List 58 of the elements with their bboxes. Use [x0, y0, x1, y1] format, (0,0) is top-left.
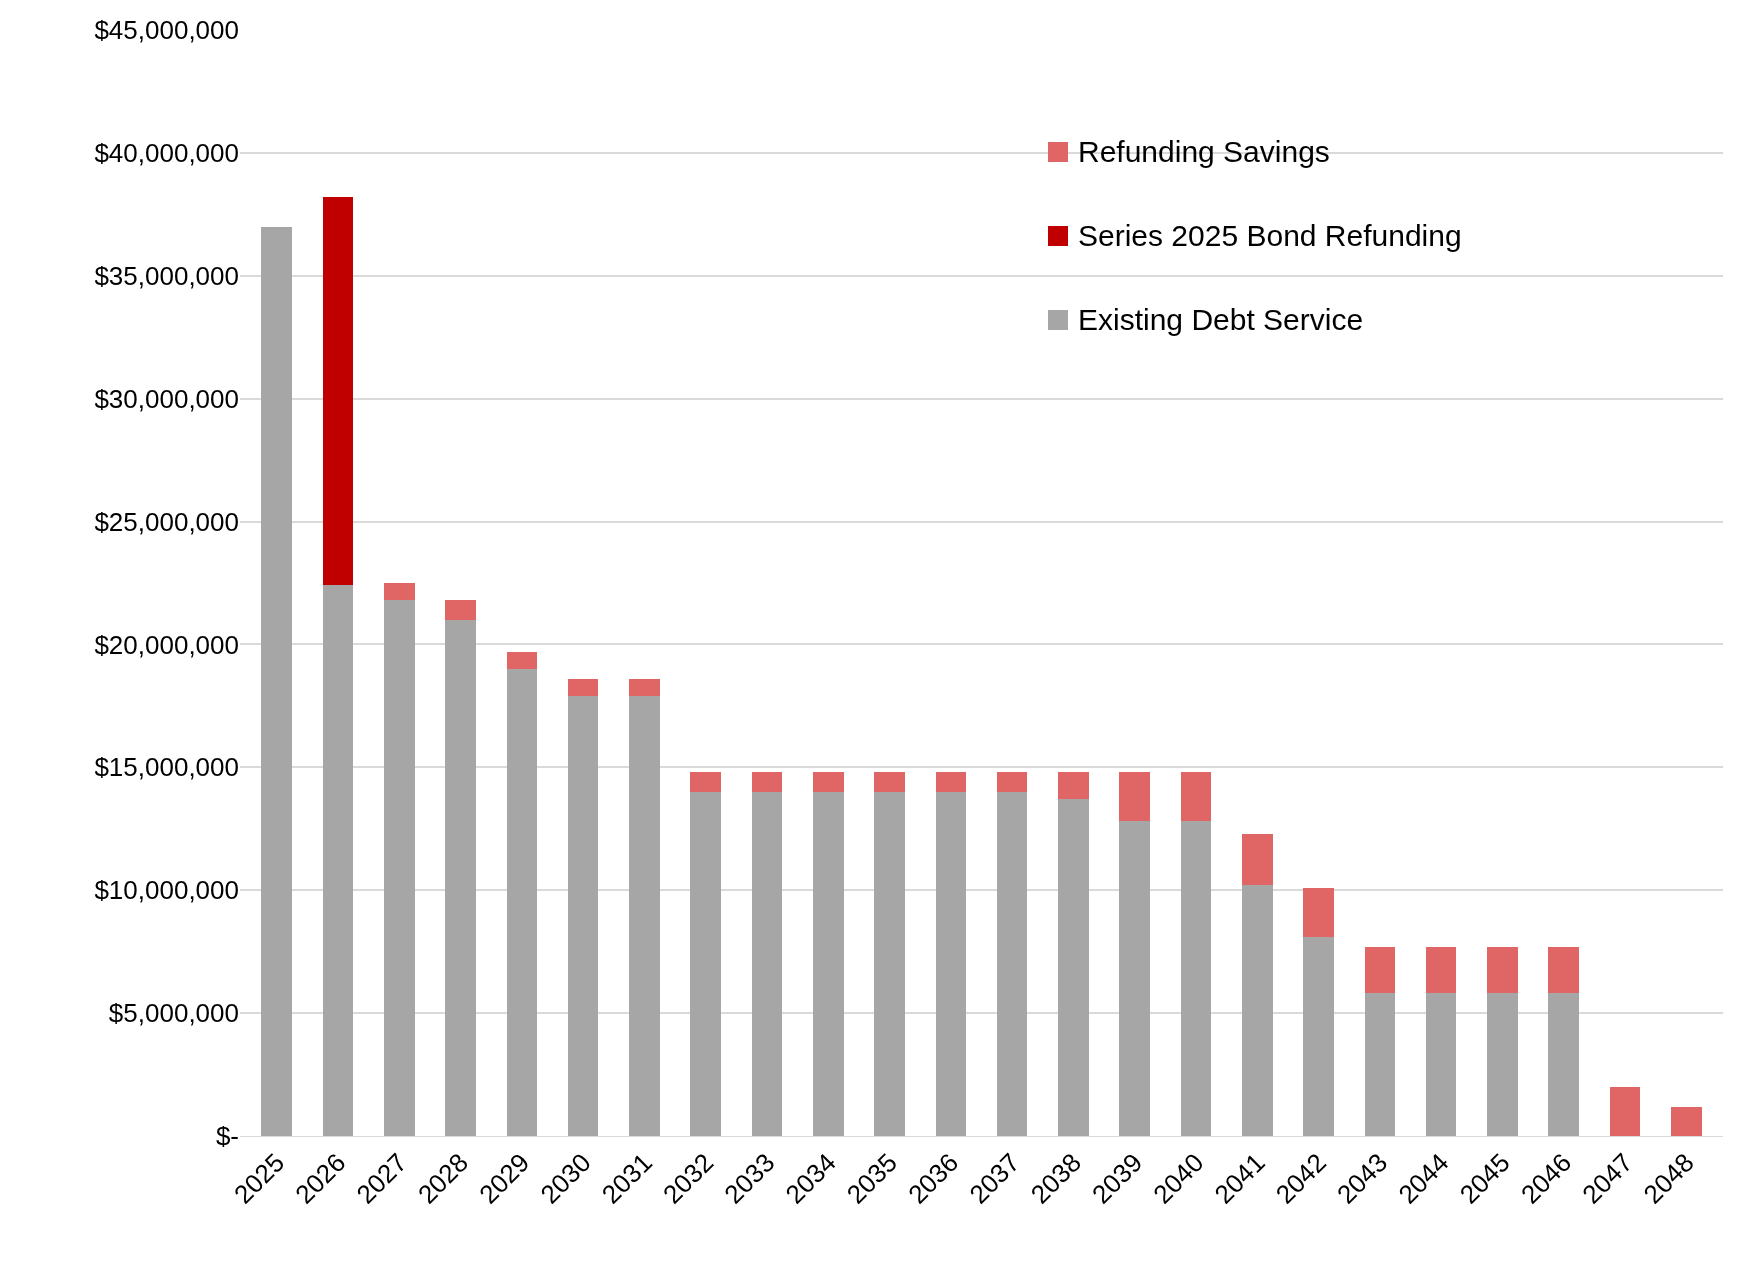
legend-label: Series 2025 Bond Refunding	[1078, 219, 1462, 253]
bar	[996, 791, 1028, 1136]
y-tick-label: $25,000,000	[94, 506, 239, 537]
bar	[1364, 993, 1396, 1136]
bar	[690, 772, 722, 792]
bar	[1670, 1106, 1702, 1136]
bar	[751, 772, 783, 792]
bar	[1425, 993, 1457, 1136]
bar	[1303, 887, 1334, 937]
y-tick-label: $10,000,000	[94, 875, 239, 906]
bar	[261, 226, 293, 1136]
bar	[812, 791, 844, 1136]
y-tick-label: $15,000,000	[94, 752, 239, 783]
y-tick-label: $20,000,000	[94, 629, 239, 660]
bar	[445, 600, 476, 620]
bar	[1241, 833, 1273, 886]
bar	[812, 772, 844, 792]
bar	[322, 585, 354, 1136]
bar	[384, 583, 415, 601]
y-tick-label: $45,000,000	[94, 15, 239, 46]
bar	[1303, 936, 1334, 1136]
bar	[1058, 799, 1089, 1136]
bar	[1180, 772, 1212, 822]
y-tick-label: $-	[215, 1121, 239, 1152]
bar	[996, 772, 1028, 792]
bar	[445, 619, 476, 1136]
bar	[1548, 946, 1579, 994]
bar	[935, 772, 967, 792]
bar	[567, 678, 599, 697]
bar	[506, 669, 538, 1136]
bar	[1119, 821, 1151, 1136]
bar	[322, 197, 354, 586]
bar	[690, 791, 722, 1136]
bar	[629, 696, 660, 1136]
bar	[1487, 946, 1518, 994]
bar	[567, 696, 599, 1136]
bar	[935, 791, 967, 1136]
bar	[1487, 993, 1518, 1136]
bar	[874, 772, 905, 792]
bar	[751, 791, 783, 1136]
bar	[1180, 821, 1212, 1136]
legend-label: Refunding Savings	[1078, 135, 1330, 169]
bar	[1609, 1086, 1641, 1136]
y-tick-label: $30,000,000	[94, 383, 239, 414]
bar	[1425, 946, 1457, 994]
bar	[629, 678, 660, 697]
bar	[384, 600, 415, 1136]
y-tick-label: $5,000,000	[108, 998, 239, 1029]
bar	[1058, 772, 1089, 800]
y-tick-label: $40,000,000	[94, 137, 239, 168]
bar	[1364, 946, 1396, 994]
legend-label: Existing Debt Service	[1078, 303, 1364, 337]
y-tick-label: $35,000,000	[94, 260, 239, 291]
bar	[874, 791, 905, 1136]
bar	[1119, 772, 1151, 822]
bar	[1548, 993, 1579, 1136]
bar	[506, 651, 538, 670]
bar	[1241, 885, 1273, 1136]
